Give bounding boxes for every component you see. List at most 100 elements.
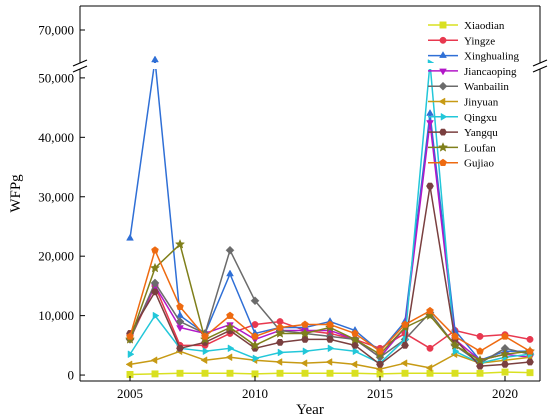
data-point-qingxu-2010 — [252, 354, 260, 363]
data-point-loufan-2010 — [249, 339, 261, 350]
data-point-gujiao-2010 — [251, 332, 259, 340]
data-point-loufan-2012 — [299, 328, 311, 338]
x-tick-label-2020: 2020 — [492, 386, 518, 401]
data-point-jinyuan-2017 — [425, 364, 433, 372]
y-tick-label-70000: 70,000 — [38, 23, 74, 38]
axis-break-gap — [68, 63, 550, 69]
axis-break-mark-0-a — [72, 59, 88, 67]
data-point-yangqu-2007 — [176, 344, 184, 352]
chart-marks — [124, 55, 536, 378]
data-point-jinyuan-2005 — [125, 360, 133, 369]
data-point-jinyuan-2012 — [300, 359, 308, 368]
legend-label-gujiao: Gujiao — [464, 158, 494, 170]
data-point-jinyuan-2008 — [200, 356, 208, 365]
data-point-gujiao-2019 — [476, 347, 484, 355]
data-point-yangqu-2011 — [276, 339, 284, 346]
plot-frame — [68, 5, 550, 382]
data-point-xiaodian-2014 — [351, 369, 359, 377]
axis-break-mark-0-b — [72, 65, 88, 73]
data-point-loufan-2018 — [449, 339, 461, 350]
data-point-xiaodian-2007 — [176, 369, 184, 377]
data-point-jinyuan-2016 — [400, 359, 408, 368]
data-point-qingxu-2009 — [227, 344, 235, 353]
legend-label-qingxu: Qingxu — [464, 112, 498, 124]
data-point-jinyuan-2006 — [150, 356, 158, 365]
legend-marker-qingxu — [440, 112, 448, 121]
legend-item-loufan: Loufan — [428, 142, 496, 154]
data-point-jinyuan-2014 — [350, 360, 358, 369]
data-point-loufan-2014 — [349, 334, 361, 344]
y-tick-label-10000: 10,000 — [38, 308, 74, 323]
legend-marker-wanbailin — [438, 81, 448, 91]
data-point-xinghualing-2006 — [151, 55, 159, 63]
data-point-yangqu-2017 — [426, 182, 434, 190]
legend-label-wanbailin: Wanbailin — [464, 81, 509, 93]
legend-marker-jiancaoping — [439, 68, 447, 76]
series-jinyuan — [125, 347, 533, 374]
data-point-gujiao-2008 — [201, 332, 209, 340]
data-point-loufan-2007 — [174, 238, 186, 249]
data-point-xiaodian-2016 — [401, 369, 409, 377]
data-point-gujiao-2006 — [151, 246, 159, 254]
data-point-jiancaoping-2017 — [426, 120, 434, 127]
legend-item-qingxu: Qingxu — [428, 112, 498, 124]
data-point-qingxu-2005 — [127, 350, 135, 359]
data-point-xiaodian-2021 — [526, 369, 534, 377]
data-point-yangqu-2006 — [151, 288, 159, 296]
legend-marker-jinyuan — [438, 97, 446, 106]
axis-ticks: 0 10,000 20,000 30,000 40,000 50,000 70,000 200… — [38, 23, 518, 402]
data-point-jinyuan-2009 — [225, 353, 233, 362]
data-point-xiaodian-2018 — [451, 369, 459, 377]
legend-item-jinyuan: Jinyuan — [428, 97, 499, 109]
data-point-wanbailin-2007 — [175, 317, 185, 326]
legend-item-xinghualing: Xinghualing — [428, 51, 519, 63]
data-point-gujiao-2020 — [501, 332, 509, 340]
data-point-loufan-2011 — [274, 328, 286, 338]
data-point-gujiao-2013 — [326, 320, 334, 328]
data-point-xinghualing-2017 — [426, 109, 434, 116]
data-point-loufan-2020 — [499, 348, 511, 359]
data-point-yingze-2017 — [426, 344, 434, 352]
legend-item-xiaodian: Xiaodian — [428, 20, 505, 32]
legend-item-jiancaoping: Jiancaoping — [428, 66, 517, 78]
data-point-xiaodian-2011 — [276, 369, 284, 377]
data-point-wanbailin-2006 — [150, 278, 160, 288]
data-point-gujiao-2021 — [526, 347, 534, 355]
data-point-gujiao-2015 — [376, 347, 384, 355]
legend-label-yangqu: Yangqu — [464, 127, 498, 139]
data-point-xiaodian-2013 — [326, 369, 334, 377]
data-point-gujiao-2012 — [301, 320, 309, 328]
data-point-qingxu-2012 — [302, 347, 310, 356]
legend-label-xinghualing: Xinghualing — [464, 51, 519, 63]
data-point-xiaodian-2009 — [226, 369, 234, 377]
legend-marker-xinghualing — [439, 51, 447, 58]
data-point-gujiao-2016 — [401, 320, 409, 328]
data-point-qingxu-2011 — [277, 348, 285, 357]
data-point-yingze-2019 — [476, 332, 484, 340]
legend-marker-yingze — [439, 36, 447, 44]
data-point-yingze-2021 — [526, 335, 534, 343]
series-xiaodian — [126, 368, 534, 378]
data-point-gujiao-2011 — [276, 323, 284, 331]
x-tick-label-2010: 2010 — [242, 386, 268, 401]
legend-marker-xiaodian — [439, 21, 447, 29]
y-tick-label-30000: 30,000 — [38, 189, 74, 204]
data-point-qingxu-2013 — [327, 344, 335, 353]
legend-marker-gujiao — [439, 158, 447, 166]
y-tick-label-40000: 40,000 — [38, 130, 74, 145]
data-point-xiaodian-2008 — [201, 369, 209, 377]
data-point-qingxu-2008 — [202, 347, 210, 356]
legend: Xiaodian Yingze Xinghualing Jiancaoping Wanb… — [428, 20, 519, 170]
x-axis-title: Year — [296, 402, 324, 418]
legend-item-gujiao: Gujiao — [428, 158, 494, 170]
data-point-yangqu-2013 — [326, 336, 334, 343]
legend-label-jinyuan: Jinyuan — [464, 97, 499, 109]
data-point-xinghualing-2005 — [126, 233, 134, 241]
data-point-wanbailin-2009 — [225, 245, 235, 255]
data-point-jinyuan-2013 — [325, 358, 333, 366]
y-tick-label-0: 0 — [68, 368, 75, 383]
legend-marker-loufan — [437, 142, 449, 152]
data-point-yangqu-2016 — [401, 341, 409, 349]
legend-label-yingze: Yingze — [464, 35, 495, 47]
